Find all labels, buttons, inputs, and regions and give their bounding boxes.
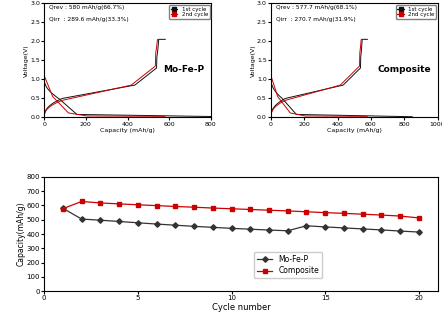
Composite xyxy=(416,216,422,220)
Mo-Fe-P xyxy=(416,230,422,234)
Mo-Fe-P xyxy=(267,228,272,232)
Composite xyxy=(135,203,141,207)
Legend: Mo-Fe-P, Composite: Mo-Fe-P, Composite xyxy=(254,252,322,278)
Mo-Fe-P xyxy=(248,227,253,231)
Composite xyxy=(267,208,272,212)
Y-axis label: Voltage(V): Voltage(V) xyxy=(24,44,29,77)
Composite xyxy=(79,200,84,204)
Y-axis label: Capacity(mAh/g): Capacity(mAh/g) xyxy=(16,202,25,266)
Line: Mo-Fe-P: Mo-Fe-P xyxy=(61,206,421,234)
Text: Qrev : 580 mAh/g(66.7%): Qrev : 580 mAh/g(66.7%) xyxy=(49,5,125,11)
Composite xyxy=(154,204,159,208)
Mo-Fe-P xyxy=(98,218,103,222)
Composite xyxy=(379,213,384,217)
Mo-Fe-P xyxy=(79,217,84,221)
Mo-Fe-P xyxy=(229,227,234,230)
Y-axis label: Voltage(V): Voltage(V) xyxy=(251,44,255,77)
Composite xyxy=(304,210,309,214)
Line: Composite: Composite xyxy=(61,200,421,220)
Mo-Fe-P xyxy=(210,225,215,229)
Composite xyxy=(341,212,347,215)
Composite xyxy=(210,206,215,210)
Composite xyxy=(360,212,365,216)
Text: Qirr  : 289.6 mAh/g(33.3%): Qirr : 289.6 mAh/g(33.3%) xyxy=(49,17,129,22)
Mo-Fe-P xyxy=(173,223,178,227)
Composite xyxy=(191,205,197,209)
Text: Qirr  : 270.7 mAh/g(31.9%): Qirr : 270.7 mAh/g(31.9%) xyxy=(276,17,356,22)
Composite xyxy=(397,214,403,218)
Text: Mo-Fe-P: Mo-Fe-P xyxy=(163,65,204,74)
Composite xyxy=(323,211,328,214)
Mo-Fe-P xyxy=(379,228,384,232)
Text: Qrev : 577.7 mAh/g(68.1%): Qrev : 577.7 mAh/g(68.1%) xyxy=(276,5,357,11)
Mo-Fe-P xyxy=(117,220,122,223)
Composite xyxy=(60,207,65,211)
X-axis label: Capacity (mAh/g): Capacity (mAh/g) xyxy=(327,128,382,133)
Legend: 1st cycle, 2nd cycle: 1st cycle, 2nd cycle xyxy=(169,5,210,19)
Composite xyxy=(117,202,122,206)
Mo-Fe-P xyxy=(285,229,290,233)
Composite xyxy=(173,204,178,208)
Mo-Fe-P xyxy=(191,224,197,228)
Composite xyxy=(229,207,234,211)
Text: Composite: Composite xyxy=(377,65,431,74)
Mo-Fe-P xyxy=(154,222,159,226)
Mo-Fe-P xyxy=(304,224,309,228)
Mo-Fe-P xyxy=(397,229,403,233)
Composite xyxy=(248,208,253,212)
X-axis label: Capacity (mAh/g): Capacity (mAh/g) xyxy=(100,128,155,133)
Mo-Fe-P xyxy=(60,206,65,210)
Composite xyxy=(285,209,290,213)
Mo-Fe-P xyxy=(360,227,365,231)
Mo-Fe-P xyxy=(135,221,141,225)
Composite xyxy=(98,201,103,205)
Mo-Fe-P xyxy=(323,225,328,229)
Mo-Fe-P xyxy=(341,226,347,230)
X-axis label: Cycle number: Cycle number xyxy=(212,303,270,312)
Legend: 1st cycle, 2nd cycle: 1st cycle, 2nd cycle xyxy=(396,5,436,19)
